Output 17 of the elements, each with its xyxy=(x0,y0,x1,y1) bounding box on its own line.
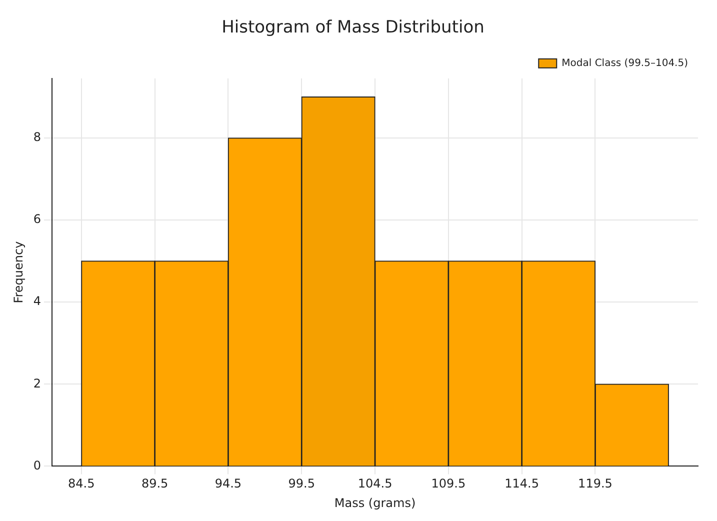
x-tick-label: 94.5 xyxy=(214,476,242,491)
x-tick-label: 104.5 xyxy=(358,476,392,491)
legend-label: Modal Class (99.5–104.5) xyxy=(562,58,688,69)
x-tick-label: 109.5 xyxy=(431,476,466,491)
x-tick-label: 119.5 xyxy=(578,476,612,491)
y-tick-label: 8 xyxy=(33,130,42,144)
x-tick-label: 114.5 xyxy=(504,476,540,491)
chart-title: Histogram of Mass Distribution xyxy=(222,18,484,38)
x-axis-title: Mass (grams) xyxy=(334,496,416,510)
y-axis-title: Frequency xyxy=(11,241,26,304)
x-tick-label: 89.5 xyxy=(141,476,168,491)
x-tick-label: 84.5 xyxy=(68,476,95,491)
y-tick-label: 6 xyxy=(33,212,42,226)
y-tick-label: 2 xyxy=(33,376,42,390)
y-tick-label: 4 xyxy=(33,294,42,308)
x-tick-label: 99.5 xyxy=(288,476,315,491)
y-tick-label: 0 xyxy=(33,458,42,472)
